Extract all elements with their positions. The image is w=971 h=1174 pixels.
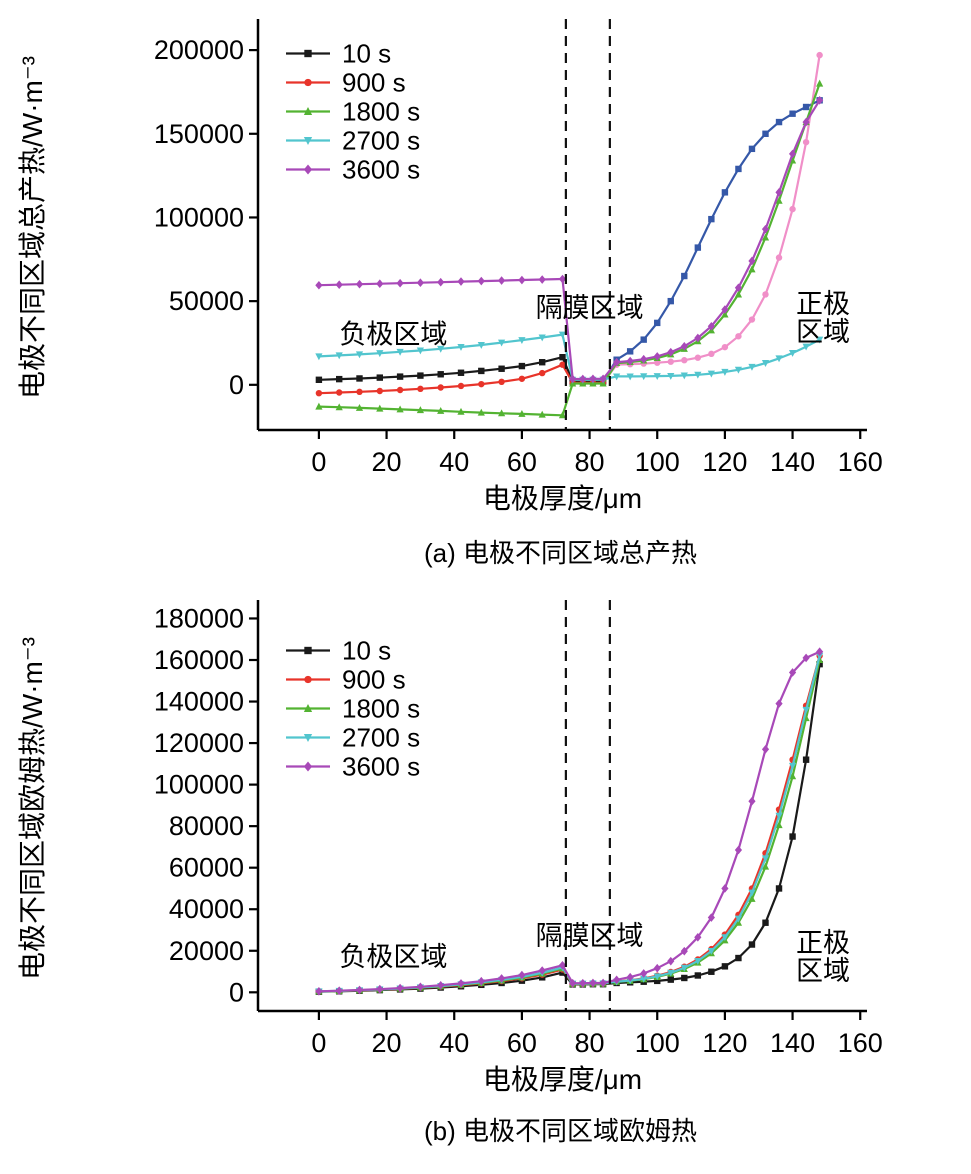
y-tick-label: 100000 (154, 770, 244, 800)
series-3600-s (315, 96, 824, 384)
y-tick-label: 200000 (154, 35, 244, 65)
y-tick-label: 120000 (154, 728, 244, 758)
chart-b-separator-lines (564, 600, 611, 1011)
chart-a-separator-lines (564, 19, 611, 430)
chart-a-series (315, 51, 824, 419)
y-tick-label: 180000 (154, 603, 244, 633)
chart-b-caption: (b) 电极不同区域欧姆热 (423, 1116, 697, 1146)
chart-a: 0 50000 100000 150000 200000 0 20 40 60 80 100 120 1… (0, 10, 971, 570)
y-tick-label: 160000 (154, 645, 244, 675)
x-tick-label: 140 (770, 447, 815, 477)
x-tick-label: 80 (575, 447, 605, 477)
y-tick-label: 60000 (169, 853, 244, 883)
y-tick-label: 40000 (169, 894, 244, 924)
chart-b-plot: 0 20000 40000 60000 80000 100000 120000 140000 1… (17, 600, 883, 1095)
y-tick-label: 80000 (169, 811, 244, 841)
y-tick-label: 0 (229, 977, 244, 1007)
chart-a-axes: 0 50000 100000 150000 200000 0 20 40 60 80 100 120 1… (154, 19, 883, 477)
legend-entry-label: 2700 s (342, 723, 420, 753)
legend-entry-label: 10 s (342, 636, 391, 666)
legend-entry-label: 1800 s (342, 694, 420, 724)
region-label: 负极区域 (339, 942, 447, 972)
legend-entry-label: 2700 s (342, 126, 420, 156)
x-tick-label: 60 (507, 1028, 537, 1058)
x-tick-label: 120 (702, 1028, 747, 1058)
chart-a-plot: 0 50000 100000 150000 200000 0 20 40 60 80 100 120 1… (17, 19, 883, 514)
y-tick-label: 50000 (169, 286, 244, 316)
region-label: 正极区域 (796, 289, 850, 347)
legend-entry-label: 900 s (342, 665, 406, 695)
region-label: 负极区域 (339, 320, 447, 350)
chart-b-y-axis-label: 电极不同区域欧姆热/W·m⁻³ (17, 637, 48, 980)
y-tick-label: 20000 (169, 936, 244, 966)
region-label: 正极区域 (796, 928, 850, 986)
chart-b: 0 20000 40000 60000 80000 100000 120000 140000 1… (0, 596, 971, 1148)
x-tick-label: 20 (372, 447, 402, 477)
x-tick-label: 0 (311, 447, 326, 477)
legend-entry-label: 1800 s (342, 97, 420, 127)
legend-entry-label: 3600 s (342, 155, 420, 185)
y-tick-label: 150000 (154, 119, 244, 149)
y-tick-label: 0 (229, 370, 244, 400)
region-label: 隔膜区域 (536, 293, 644, 323)
figure: 0 50000 100000 150000 200000 0 20 40 60 80 100 120 1… (0, 10, 971, 1148)
x-tick-label: 100 (635, 1028, 680, 1058)
x-tick-label: 60 (507, 447, 537, 477)
chart-b-annotations: 负极区域 隔膜区域 正极区域 (339, 921, 850, 986)
chart-a-annotations: 负极区域 隔膜区域 正极区域 (339, 289, 850, 350)
x-tick-label: 160 (838, 1028, 883, 1058)
legend-entry-label: 10 s (342, 39, 391, 69)
x-tick-label: 160 (838, 447, 883, 477)
chart-b-axes: 0 20000 40000 60000 80000 100000 120000 140000 1… (154, 600, 883, 1058)
x-tick-label: 0 (311, 1028, 326, 1058)
chart-b-series (315, 647, 824, 996)
x-tick-label: 100 (635, 447, 680, 477)
x-tick-label: 40 (439, 1028, 469, 1058)
region-label: 隔膜区域 (536, 921, 644, 951)
x-tick-label: 40 (439, 447, 469, 477)
x-tick-label: 20 (372, 1028, 402, 1058)
legend-entry-label: 900 s (342, 68, 406, 98)
chart-a-caption: (a) 电极不同区域总产热 (423, 538, 697, 568)
y-tick-label: 100000 (154, 202, 244, 232)
x-tick-label: 80 (575, 1028, 605, 1058)
chart-a-x-axis-label: 电极厚度/μm (483, 483, 642, 514)
x-tick-label: 120 (702, 447, 747, 477)
chart-a-y-axis-label: 电极不同区域总产热/W·m⁻³ (17, 56, 48, 399)
legend-entry-label: 3600 s (342, 752, 420, 782)
y-tick-label: 140000 (154, 687, 244, 717)
x-tick-label: 140 (770, 1028, 815, 1058)
chart-b-x-axis-label: 电极厚度/μm (483, 1064, 642, 1095)
